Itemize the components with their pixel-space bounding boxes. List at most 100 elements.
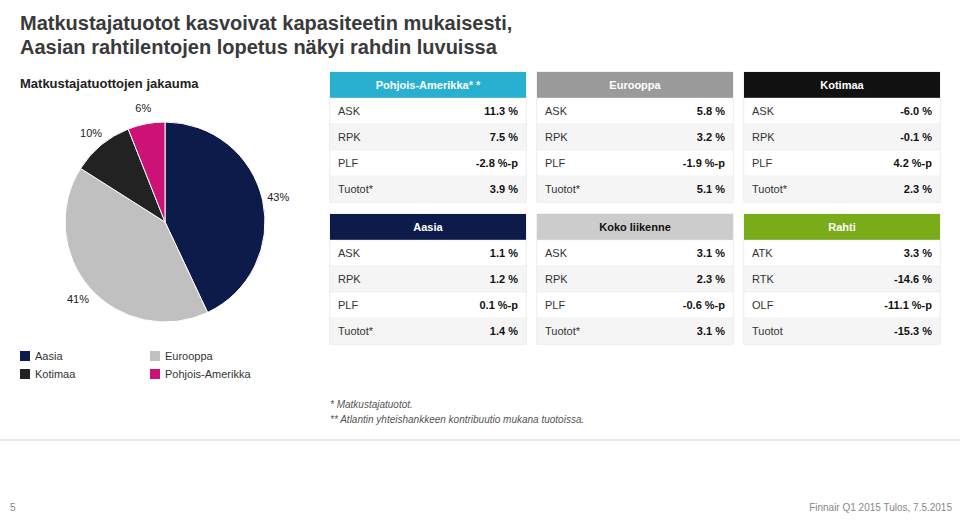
row-value: 7.5 %	[490, 131, 518, 143]
slide-title: Matkustajatuotot kasvoivat kapasiteetin …	[20, 12, 512, 34]
row-label: Tuotot*	[545, 325, 581, 337]
table-frame	[537, 72, 733, 202]
row-value: 0.1 %-p	[479, 299, 518, 311]
row-value: 5.8 %	[697, 105, 725, 117]
table-row	[330, 318, 526, 344]
footnote: ** Atlantin yhteishankkeen kontribuutio …	[330, 414, 584, 425]
row-value: 2.3 %	[697, 273, 725, 285]
table-header	[330, 214, 526, 240]
row-value: 5.1 %	[697, 183, 725, 195]
pie-slice	[128, 122, 165, 222]
table: KotimaaASK-6.0 %RPK-0.1 %PLF4.2 %-pTuoto…	[744, 72, 940, 202]
page-number: 5	[10, 502, 16, 513]
table-header	[537, 72, 733, 98]
footnote: * Matkustajatuotot.	[330, 399, 413, 410]
row-label: Tuotot*	[338, 183, 374, 195]
row-value: 3.2 %	[697, 131, 725, 143]
table-title: Koko liikenne	[599, 221, 671, 233]
table-title: Pohjois-Amerikka* *	[376, 79, 481, 91]
legend-swatch	[150, 351, 160, 361]
row-label: PLF	[338, 299, 358, 311]
row-value: -14.6 %	[894, 273, 932, 285]
table-row	[537, 124, 733, 150]
row-label: ASK	[545, 247, 568, 259]
row-value: 3.3 %	[904, 247, 932, 259]
table-row	[537, 98, 733, 124]
row-label: Tuotot*	[338, 325, 374, 337]
table: AasiaASK1.1 %RPK1.2 %PLF0.1 %-pTuotot*1.…	[330, 214, 526, 344]
row-value: -15.3 %	[894, 325, 932, 337]
table-title: Rahti	[828, 221, 856, 233]
row-label: Tuotot	[752, 325, 783, 337]
separator	[0, 440, 960, 441]
table: Koko liikenneASK3.1 %RPK2.3 %PLF-0.6 %-p…	[537, 214, 733, 344]
table-frame	[330, 214, 526, 344]
row-value: 4.2 %-p	[893, 157, 932, 169]
row-value: -0.6 %-p	[683, 299, 725, 311]
legend-swatch	[150, 369, 160, 379]
row-value: 2.3 %	[904, 183, 932, 195]
table-row	[537, 318, 733, 344]
table-row	[330, 124, 526, 150]
table-row	[537, 266, 733, 292]
footer: Finnair Q1 2015 Tulos, 7.5.2015	[809, 502, 952, 513]
row-label: OLF	[752, 299, 774, 311]
table-row	[744, 176, 940, 202]
table-row	[744, 150, 940, 176]
data-label: 43%	[267, 191, 289, 203]
row-value: -11.1 %-p	[884, 299, 932, 311]
row-value: -0.1 %	[900, 131, 932, 143]
slide-title: Aasian rahtilentojen lopetus näkyi rahdi…	[20, 36, 498, 58]
row-value: 3.1 %	[697, 247, 725, 259]
legend-entry: Aasia	[35, 350, 63, 362]
row-label: ASK	[545, 105, 568, 117]
row-label: Tuotot*	[545, 183, 581, 195]
row-label: PLF	[752, 157, 772, 169]
data-label: 41%	[67, 293, 89, 305]
table-row	[330, 150, 526, 176]
table-title: Eurooppa	[609, 79, 661, 91]
table-header	[744, 214, 940, 240]
row-value: -6.0 %	[900, 105, 932, 117]
background	[0, 0, 960, 521]
row-label: RPK	[752, 131, 775, 143]
row-label: PLF	[338, 157, 358, 169]
row-label: PLF	[545, 299, 565, 311]
table-row	[744, 318, 940, 344]
row-label: RPK	[338, 131, 361, 143]
row-label: ATK	[752, 247, 773, 259]
table-row	[744, 266, 940, 292]
table-row	[330, 98, 526, 124]
legend-swatch	[20, 351, 30, 361]
table: RahtiATK3.3 %RTK-14.6 %OLF-11.1 %-pTuoto…	[744, 214, 940, 344]
table-row	[330, 292, 526, 318]
table-row	[744, 292, 940, 318]
table-row	[537, 292, 733, 318]
row-value: 3.1 %	[697, 325, 725, 337]
row-label: RPK	[545, 131, 568, 143]
row-value: 3.9 %	[490, 183, 518, 195]
table-row	[744, 124, 940, 150]
legend-entry: Eurooppa	[165, 350, 214, 362]
row-label: PLF	[545, 157, 565, 169]
table-header	[744, 72, 940, 98]
row-value: 11.3 %	[484, 105, 518, 117]
row-label: ASK	[338, 105, 361, 117]
table-header	[330, 72, 526, 98]
table-row	[330, 176, 526, 202]
table-title: Aasia	[413, 221, 443, 233]
table: EurooppaASK5.8 %RPK3.2 %PLF-1.9 %-pTuoto…	[537, 72, 733, 202]
row-value: 1.1 %	[490, 247, 518, 259]
table-row	[330, 266, 526, 292]
row-label: RPK	[338, 273, 361, 285]
legend-entry: Kotimaa	[35, 368, 76, 380]
table-frame	[537, 214, 733, 344]
table-row	[537, 176, 733, 202]
table-row	[537, 150, 733, 176]
row-label: Tuotot*	[752, 183, 788, 195]
table: Pohjois-Amerikka* *ASK11.3 %RPK7.5 %PLF-…	[330, 72, 526, 202]
row-label: ASK	[752, 105, 775, 117]
table-header	[537, 214, 733, 240]
table-row	[537, 240, 733, 266]
table-frame	[744, 72, 940, 202]
